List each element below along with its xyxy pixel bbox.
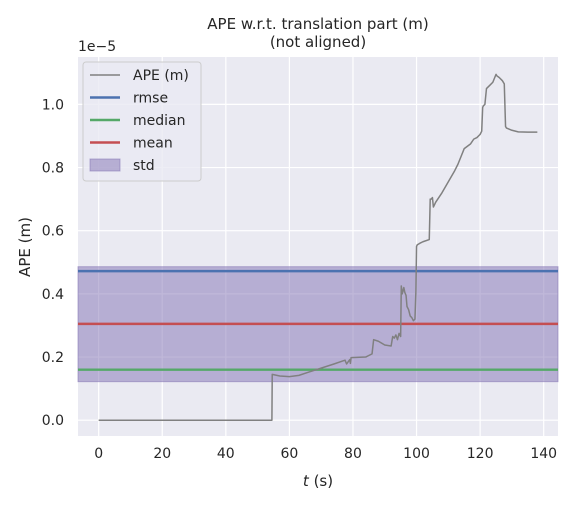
y-tick-label: 1.0 — [42, 97, 64, 113]
x-tick-label: 140 — [530, 446, 557, 462]
y-tick-label: 0.2 — [42, 350, 64, 366]
legend: APE (m) rmse median mean std — [82, 61, 202, 182]
x-axis-label-var: t — [303, 472, 310, 490]
x-tick-label: 80 — [344, 446, 362, 462]
y-tick-label: 0.8 — [42, 161, 64, 177]
x-axis-label: t (s) — [303, 472, 333, 490]
x-tick-label: 120 — [467, 446, 494, 462]
y-offset-label: 1e−5 — [78, 39, 116, 55]
x-tick-label: 100 — [403, 446, 430, 462]
y-tick-label: 0.0 — [42, 413, 64, 429]
legend-label: mean — [133, 136, 173, 152]
y-tick-label: 0.4 — [42, 287, 64, 303]
legend-label: rmse — [133, 91, 168, 107]
chart-title: APE w.r.t. translation part (m) — [207, 15, 428, 33]
ape-line — [98, 73, 538, 421]
ape-series-layer — [98, 73, 538, 421]
y-axis-label: APE (m) — [16, 217, 34, 277]
y-tick-label: 0.6 — [42, 224, 64, 240]
legend-label: std — [133, 158, 155, 174]
chart-subtitle: (not aligned) — [270, 33, 366, 51]
legend-label: APE (m) — [133, 68, 189, 84]
legend-label: median — [133, 113, 185, 129]
x-tick-label: 20 — [153, 446, 171, 462]
x-axis-label-unit: (s) — [309, 472, 333, 490]
tick-labels: 0 20 40 60 80 100 120 140 0.0 0.2 0.4 0.6 0.8 1.0 — [42, 97, 557, 462]
x-tick-label: 40 — [217, 446, 235, 462]
legend-swatch-std — [89, 158, 121, 172]
x-tick-label: 60 — [280, 446, 298, 462]
x-tick-label: 0 — [94, 446, 103, 462]
legend-box — [82, 61, 202, 182]
